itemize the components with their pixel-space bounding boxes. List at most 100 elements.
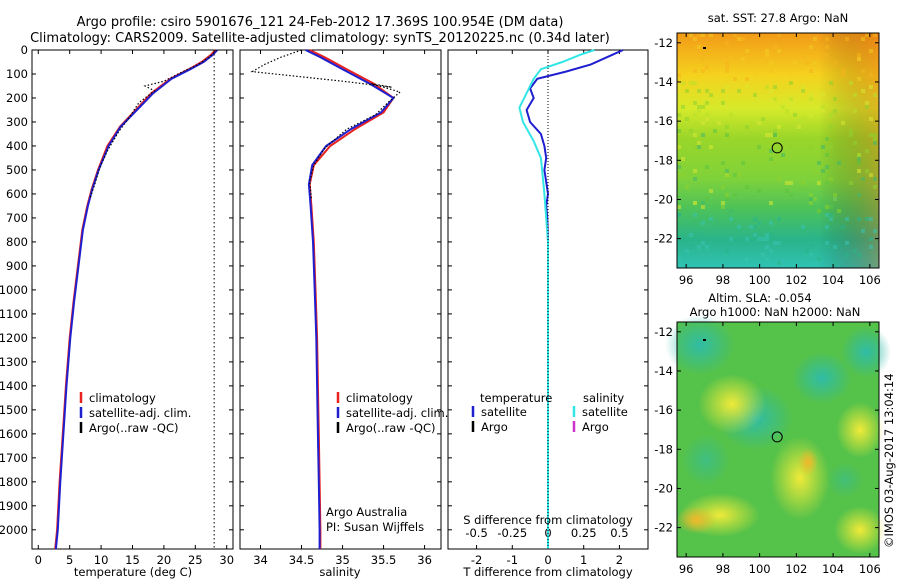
series-line [305, 49, 395, 549]
sst-texture-cell [845, 241, 849, 245]
sst-texture-cell [785, 109, 789, 113]
depth-tick-label: 1700 [0, 451, 28, 465]
salinity-series [250, 49, 402, 549]
sst-texture-cell [749, 225, 753, 229]
sst-texture-cell [725, 105, 729, 109]
sst-texture-cell [865, 101, 869, 105]
sst-texture-cell [753, 93, 757, 97]
sst-texture-cell [757, 237, 761, 241]
depth-tick-label: 1900 [0, 499, 28, 513]
sst-texture-cell [721, 201, 725, 205]
x-tick-label: 35.5 [371, 553, 397, 567]
sst-texture-cell [789, 97, 793, 101]
map-y-tick-label: -14 [654, 75, 673, 89]
sst-texture-cell [849, 81, 853, 85]
sst-texture-cell [741, 37, 745, 41]
sst-texture-cell [809, 201, 813, 205]
sla-map-corner-mark [703, 339, 706, 341]
sst-texture-cell [685, 185, 689, 189]
sst-texture-cell [697, 89, 701, 93]
s-difference-tick-label: 0.5 [610, 526, 628, 540]
sst-texture-cell [709, 93, 713, 97]
sst-texture-cell [873, 133, 877, 137]
sst-texture-cell [753, 73, 757, 77]
map-x-tick-label: 106 [859, 562, 881, 576]
sst-texture-cell [693, 145, 697, 149]
sst-map-corner-mark [703, 47, 706, 49]
salinity-panel-depth-ticks [240, 49, 441, 531]
sst-texture-cell [865, 33, 869, 37]
sst-texture-cell [853, 141, 857, 145]
sst-texture-cell [873, 177, 877, 181]
sst-texture-cell [769, 233, 773, 237]
sst-texture-cell [733, 173, 737, 177]
sla-field-features [665, 315, 891, 554]
sst-texture-cell [777, 261, 781, 265]
sst-texture-cell [737, 89, 741, 93]
sst-texture-cell [825, 137, 829, 141]
sst-texture-cell [777, 49, 781, 53]
sst-texture-cell [729, 237, 733, 241]
sst-texture-cell [849, 133, 853, 137]
map-y-tick-label: -18 [654, 442, 673, 456]
sst-texture-cell [809, 69, 813, 73]
sst-texture-cell [841, 69, 845, 73]
sst-texture-cell [769, 69, 773, 73]
sst-texture-cell [789, 145, 793, 149]
sst-texture-cell [769, 157, 773, 161]
sst-texture-cell [833, 61, 837, 65]
sst-texture-cell [833, 261, 837, 265]
sst-texture-cell [829, 81, 833, 85]
x-tick-label: -2 [471, 553, 482, 567]
map-x-tick-label: 96 [679, 273, 694, 287]
legend-title-salinity: salinity [583, 391, 624, 405]
depth-tick-label: 100 [6, 67, 28, 81]
depth-tick-label: 500 [6, 163, 28, 177]
sst-texture-cell [873, 185, 877, 189]
sst-texture-cell [701, 69, 705, 73]
sst-texture-cell [817, 161, 821, 165]
sst-texture-cell [781, 153, 785, 157]
sst-texture-cell [733, 77, 737, 81]
series-line [54, 49, 217, 550]
sst-texture-cell [677, 77, 681, 81]
depth-tick-label: 1800 [0, 475, 28, 489]
sst-texture-cell [789, 101, 793, 105]
sst-texture-cell [677, 93, 681, 97]
sst-texture-cell [765, 233, 769, 237]
legend-label: Argo [481, 420, 508, 434]
x-tick-label: 10 [94, 553, 109, 567]
sst-texture-cell [693, 133, 697, 137]
depth-tick-label: 900 [6, 259, 28, 273]
sst-texture-cell [801, 181, 805, 185]
sst-texture-cell [857, 57, 861, 61]
sst-texture-cell [677, 257, 681, 261]
sst-texture-cell [769, 97, 773, 101]
sst-texture-cell [697, 233, 701, 237]
x-tick-label: 5 [66, 553, 73, 567]
map-y-tick-label: -12 [654, 36, 673, 50]
series-line [54, 49, 219, 550]
sst-texture-cell [861, 177, 865, 181]
sst-texture-cell [761, 237, 765, 241]
sst-texture-cell [829, 145, 833, 149]
sst-texture-cell [697, 141, 701, 145]
sst-texture-cell [829, 113, 833, 117]
sst-texture-cell [825, 153, 829, 157]
argo-position-marker-sla [771, 431, 783, 443]
sst-texture-cell [705, 113, 709, 117]
sst-texture-cell [873, 229, 877, 233]
depth-tick-label: 0 [21, 43, 28, 57]
sst-texture-cell [697, 245, 701, 249]
x-tick-label: 35 [335, 553, 350, 567]
sla-map-title-line1: Altim. SLA: -0.054 [708, 291, 812, 305]
sst-texture-cell [805, 61, 809, 65]
sst-texture-cell [869, 49, 873, 53]
sst-texture-cell [793, 61, 797, 65]
sst-texture-cell [805, 49, 809, 53]
sst-texture-cell [745, 185, 749, 189]
sst-texture-cell [769, 221, 773, 225]
sst-texture-cell [785, 189, 789, 193]
